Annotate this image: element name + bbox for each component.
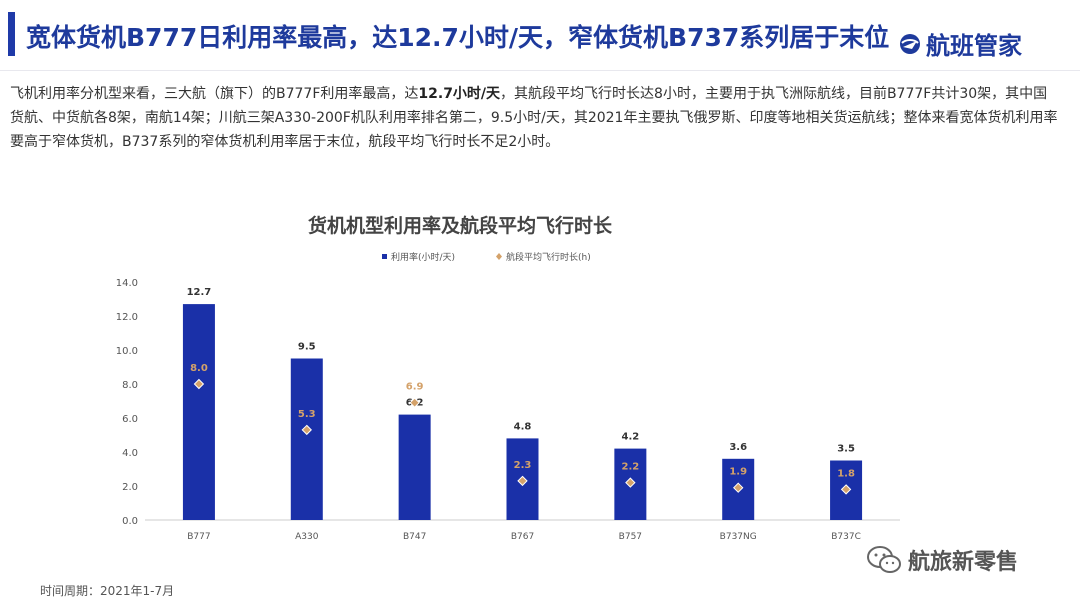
legend-swatch-point [496, 253, 502, 260]
bar-value-label: 9.5 [298, 342, 316, 353]
point-value-label: 6.9 [406, 382, 424, 393]
description-paragraph: 飞机利用率分机型来看，三大航（旗下）的B777F利用率最高，达12.7小时/天，… [10, 82, 1060, 154]
bar-B747 [398, 414, 431, 520]
page-title: 宽体货机B777日利用率最高，达12.7小时/天，窄体货机B737系列居于末位 [26, 23, 890, 52]
point-value-label: 5.3 [298, 409, 316, 420]
point-value-label: 8.0 [190, 363, 208, 374]
y-tick-label: 0.0 [122, 516, 138, 527]
logo-text: 航班管家 [926, 32, 1022, 60]
wechat-icon [867, 546, 901, 573]
point-B737C [840, 484, 852, 495]
bar-value-label: 4.2 [621, 432, 639, 443]
bar-value-label: 3.6 [729, 442, 747, 453]
x-tick-label: B767 [511, 532, 534, 542]
x-tick-label: B737C [831, 532, 861, 542]
point-B777 [193, 378, 205, 390]
y-tick-label: 8.0 [122, 380, 138, 391]
point-B737NG [733, 482, 744, 493]
title-bar: 宽体货机B777日利用率最高，达12.7小时/天，窄体货机B737系列居于末位 … [0, 0, 1080, 72]
legend-swatch-bar [382, 254, 387, 259]
watermark: 航旅新零售 [866, 544, 1018, 576]
point-B757 [625, 477, 636, 488]
x-tick-label: B737NG [720, 532, 757, 542]
y-tick-label: 12.0 [116, 312, 138, 323]
brand-logo: 航班管家 [898, 26, 1022, 61]
y-tick-label: 2.0 [122, 482, 138, 493]
point-B747 [409, 397, 420, 408]
x-tick-label: B747 [403, 532, 426, 542]
y-tick-label: 14.0 [116, 278, 138, 289]
bar-B777 [182, 304, 215, 520]
bar-value-label: 4.8 [514, 421, 532, 432]
chart-container: 货机机型利用率及航段平均飞行时长利用率(小时/天) 航段平均飞行时长(h) 0.0 2… [100, 200, 920, 560]
point-value-label: 2.3 [514, 460, 532, 471]
title-accent-bar [8, 12, 15, 56]
x-tick-label: A330 [295, 532, 319, 542]
globe-plane-icon [900, 33, 920, 54]
legend-label-bar: 利用率(小时/天) [391, 251, 455, 263]
bar-A330 [290, 358, 323, 520]
description-highlight: 12.7小时/天 [418, 86, 501, 102]
watermark-text: 航旅新零售 [908, 550, 1019, 575]
y-tick-label: 10.0 [116, 346, 138, 357]
x-tick-label: B757 [619, 532, 642, 542]
point-value-label: 2.2 [621, 462, 639, 473]
point-B767 [517, 475, 528, 487]
description-part1: 飞机利用率分机型来看，三大航（旗下）的B777F利用率最高，达 [10, 86, 419, 102]
point-A330 [301, 424, 312, 436]
description-part2: ，其航段平均飞行时长达8小时，主要用于执飞洲际航线，目前B777F共计30架，其… [10, 86, 1058, 150]
bar-value-label: 12.7 [187, 287, 212, 298]
point-value-label: 1.9 [729, 467, 747, 478]
x-tick-label: B777 [187, 532, 210, 542]
y-tick-label: 6.0 [122, 414, 138, 425]
point-value-label: 1.8 [837, 468, 855, 479]
footnote: 时间周期：2021年1-7月 [40, 584, 175, 598]
bar-value-label: 3.5 [837, 444, 855, 455]
header-divider [0, 70, 1080, 71]
chart-title: 货机机型利用率及航段平均飞行时长 [308, 214, 613, 237]
legend-label-point: 航段平均飞行时长(h) [506, 251, 591, 263]
y-tick-label: 4.0 [122, 448, 138, 459]
